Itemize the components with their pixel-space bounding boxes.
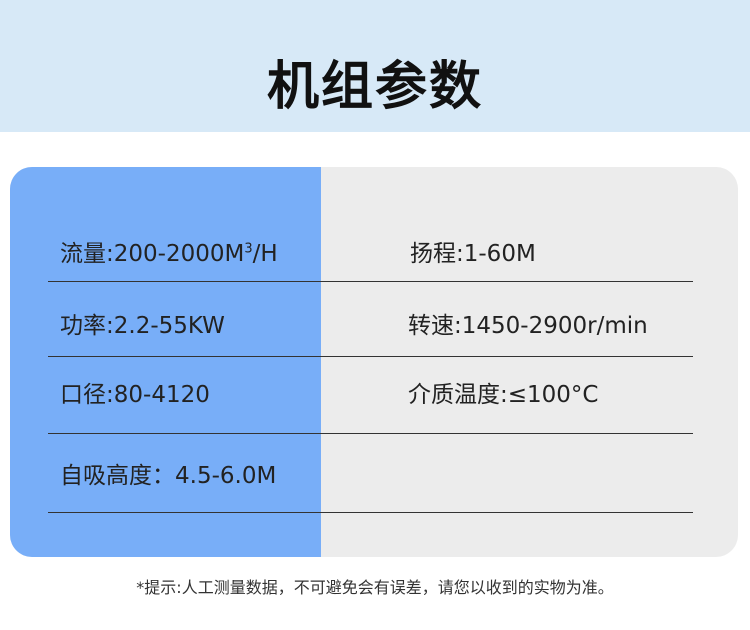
header-banner: 机组参数: [0, 0, 750, 132]
disclaimer-note: *提示:人工测量数据，不可避免会有误差，请您以收到的实物为准。: [136, 578, 614, 597]
param-flow: 流量:200-2000M3/H: [60, 241, 278, 267]
row-divider: [48, 281, 693, 282]
left-column-background: [10, 167, 321, 557]
param-medium-temperature: 介质温度:≤100°C: [408, 382, 599, 408]
param-head: 扬程:1-60M: [410, 241, 536, 267]
row-divider: [48, 433, 693, 434]
parameter-table: 流量:200-2000M3/H 扬程:1-60M 功率:2.2-55KW 转速:…: [10, 167, 738, 557]
param-diameter: 口径:80-4120: [60, 382, 210, 408]
param-suction-height: 自吸高度：4.5-6.0M: [60, 463, 277, 489]
param-speed: 转速:1450-2900r/min: [408, 313, 648, 339]
param-power: 功率:2.2-55KW: [60, 313, 225, 339]
page-title: 机组参数: [266, 57, 483, 117]
row-divider: [48, 512, 693, 513]
row-divider: [48, 356, 693, 357]
